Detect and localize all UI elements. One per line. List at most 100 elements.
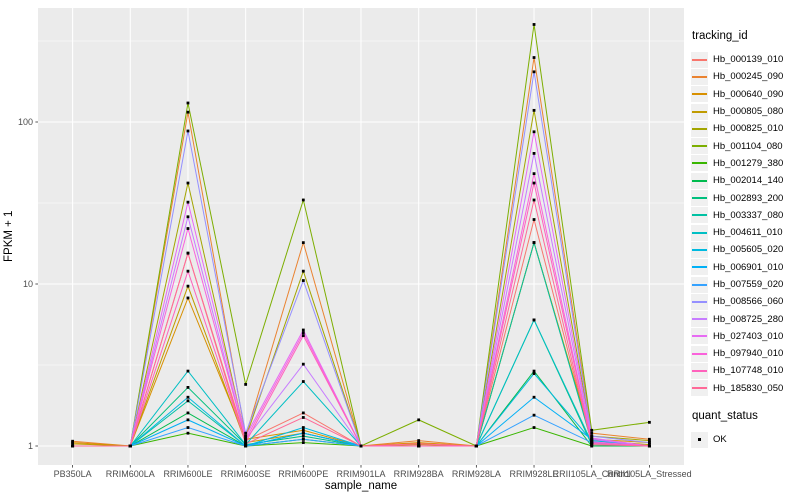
legend-item: Hb_005605_020 — [691, 241, 799, 258]
legend-label: Hb_000825_010 — [713, 123, 784, 135]
legend-item: Hb_002893_200 — [691, 189, 799, 207]
data-point — [244, 444, 248, 448]
data-point — [301, 416, 305, 419]
legend-item: Hb_185830_050 — [691, 380, 799, 397]
data-point — [359, 444, 363, 448]
legend-key-box — [691, 328, 708, 345]
data-point — [186, 129, 190, 133]
legend-key-box — [691, 311, 708, 328]
data-point — [301, 334, 305, 338]
quant-legend-title: quant_status — [692, 409, 758, 422]
y-tick-label: 1 — [27, 440, 33, 451]
data-point — [186, 200, 190, 204]
data-point — [244, 431, 248, 435]
data-point — [532, 318, 536, 322]
legend-item: Hb_008566_060 — [691, 293, 799, 310]
y-tick-label: 100 — [17, 116, 33, 127]
legend-item: Hb_097940_010 — [691, 345, 799, 362]
x-tick-label: RRII105LA_Stressed — [607, 469, 692, 479]
data-point — [590, 436, 594, 440]
data-point — [244, 442, 248, 446]
data-point — [186, 395, 190, 399]
data-point — [186, 101, 190, 105]
x-axis-title: sample_name — [324, 480, 398, 492]
data-point — [186, 227, 190, 230]
data-point — [532, 395, 536, 399]
data-point — [590, 434, 594, 438]
data-point — [532, 413, 536, 417]
legend-key-box — [691, 224, 708, 241]
legend-key-box — [691, 241, 708, 258]
data-point — [532, 23, 536, 26]
legend-item: Hb_002014_140 — [691, 172, 799, 189]
data-point — [301, 434, 305, 438]
data-point — [417, 439, 421, 442]
legend-item: Hb_001279_380 — [691, 155, 799, 172]
legend-color-line — [692, 335, 707, 338]
data-point — [532, 172, 536, 176]
legend-color-line — [692, 145, 707, 148]
data-point — [186, 426, 190, 429]
data-point — [532, 369, 536, 373]
data-point — [532, 130, 536, 134]
legend-item: Hb_001104_080 — [691, 137, 799, 155]
data-point — [301, 428, 305, 432]
legend-rows: Hb_000139_010 Hb_000245_090 Hb_000640_090 H… — [691, 51, 799, 397]
legend-color-line — [692, 369, 707, 372]
data-point — [532, 70, 536, 74]
data-point — [244, 434, 248, 438]
data-point — [301, 441, 305, 444]
x-tick-label: RRIM928LE — [509, 469, 559, 479]
legend-key-box — [691, 345, 708, 362]
data-point — [186, 411, 190, 415]
legend-item: Hb_006901_010 — [691, 259, 799, 276]
legend-color-line — [692, 231, 707, 234]
data-point — [71, 442, 75, 446]
legend-key-box — [691, 120, 708, 137]
legend-color-line — [692, 179, 707, 182]
legend-title: tracking_id — [692, 30, 748, 42]
data-point — [301, 431, 305, 435]
data-point — [301, 269, 305, 273]
legend-color-line — [692, 387, 707, 390]
legend-label: Hb_008566_060 — [713, 296, 784, 308]
legend-label: Hb_097940_010 — [713, 348, 784, 360]
legend-item: Hb_000139_010 — [691, 51, 799, 68]
x-tick-label: RRIM600SE — [220, 469, 271, 479]
data-point — [186, 215, 190, 219]
legend-item: Hb_004611_010 — [691, 224, 799, 241]
data-point — [590, 428, 594, 432]
legend-key-box — [691, 276, 708, 293]
data-point — [301, 279, 305, 282]
legend-label: Hb_001279_380 — [713, 157, 784, 169]
data-point — [532, 426, 536, 429]
legend-label: Hb_006901_010 — [713, 261, 784, 273]
legend-label: Hb_005605_020 — [713, 244, 784, 256]
data-point — [532, 56, 536, 59]
data-point — [244, 437, 248, 441]
legend-key-box — [691, 259, 708, 276]
data-point — [647, 444, 651, 448]
data-point — [186, 269, 190, 273]
data-point — [186, 181, 190, 185]
x-tick-label: RRIM600PE — [278, 469, 329, 479]
data-point — [532, 218, 536, 221]
data-point — [417, 442, 421, 446]
legend-color-line — [692, 352, 707, 355]
data-point — [186, 431, 190, 435]
legend-key-box — [691, 68, 708, 85]
data-point — [186, 284, 190, 288]
y-tick-label: 10 — [22, 278, 33, 289]
legend-color-line — [692, 93, 707, 96]
legend-color-line — [692, 75, 707, 78]
legend-item: Hb_008725_280 — [691, 310, 799, 328]
legend-item: Hb_000805_080 — [691, 103, 799, 120]
legend-label: Hb_004611_010 — [713, 227, 783, 239]
data-point — [474, 444, 478, 448]
quant-legend-label: OK — [713, 434, 727, 446]
x-tick-label: RRIM928LA — [451, 469, 501, 479]
data-point — [186, 399, 190, 403]
legend-label: Hb_003337_080 — [713, 209, 784, 221]
quant-legend-item: OK — [691, 431, 799, 448]
